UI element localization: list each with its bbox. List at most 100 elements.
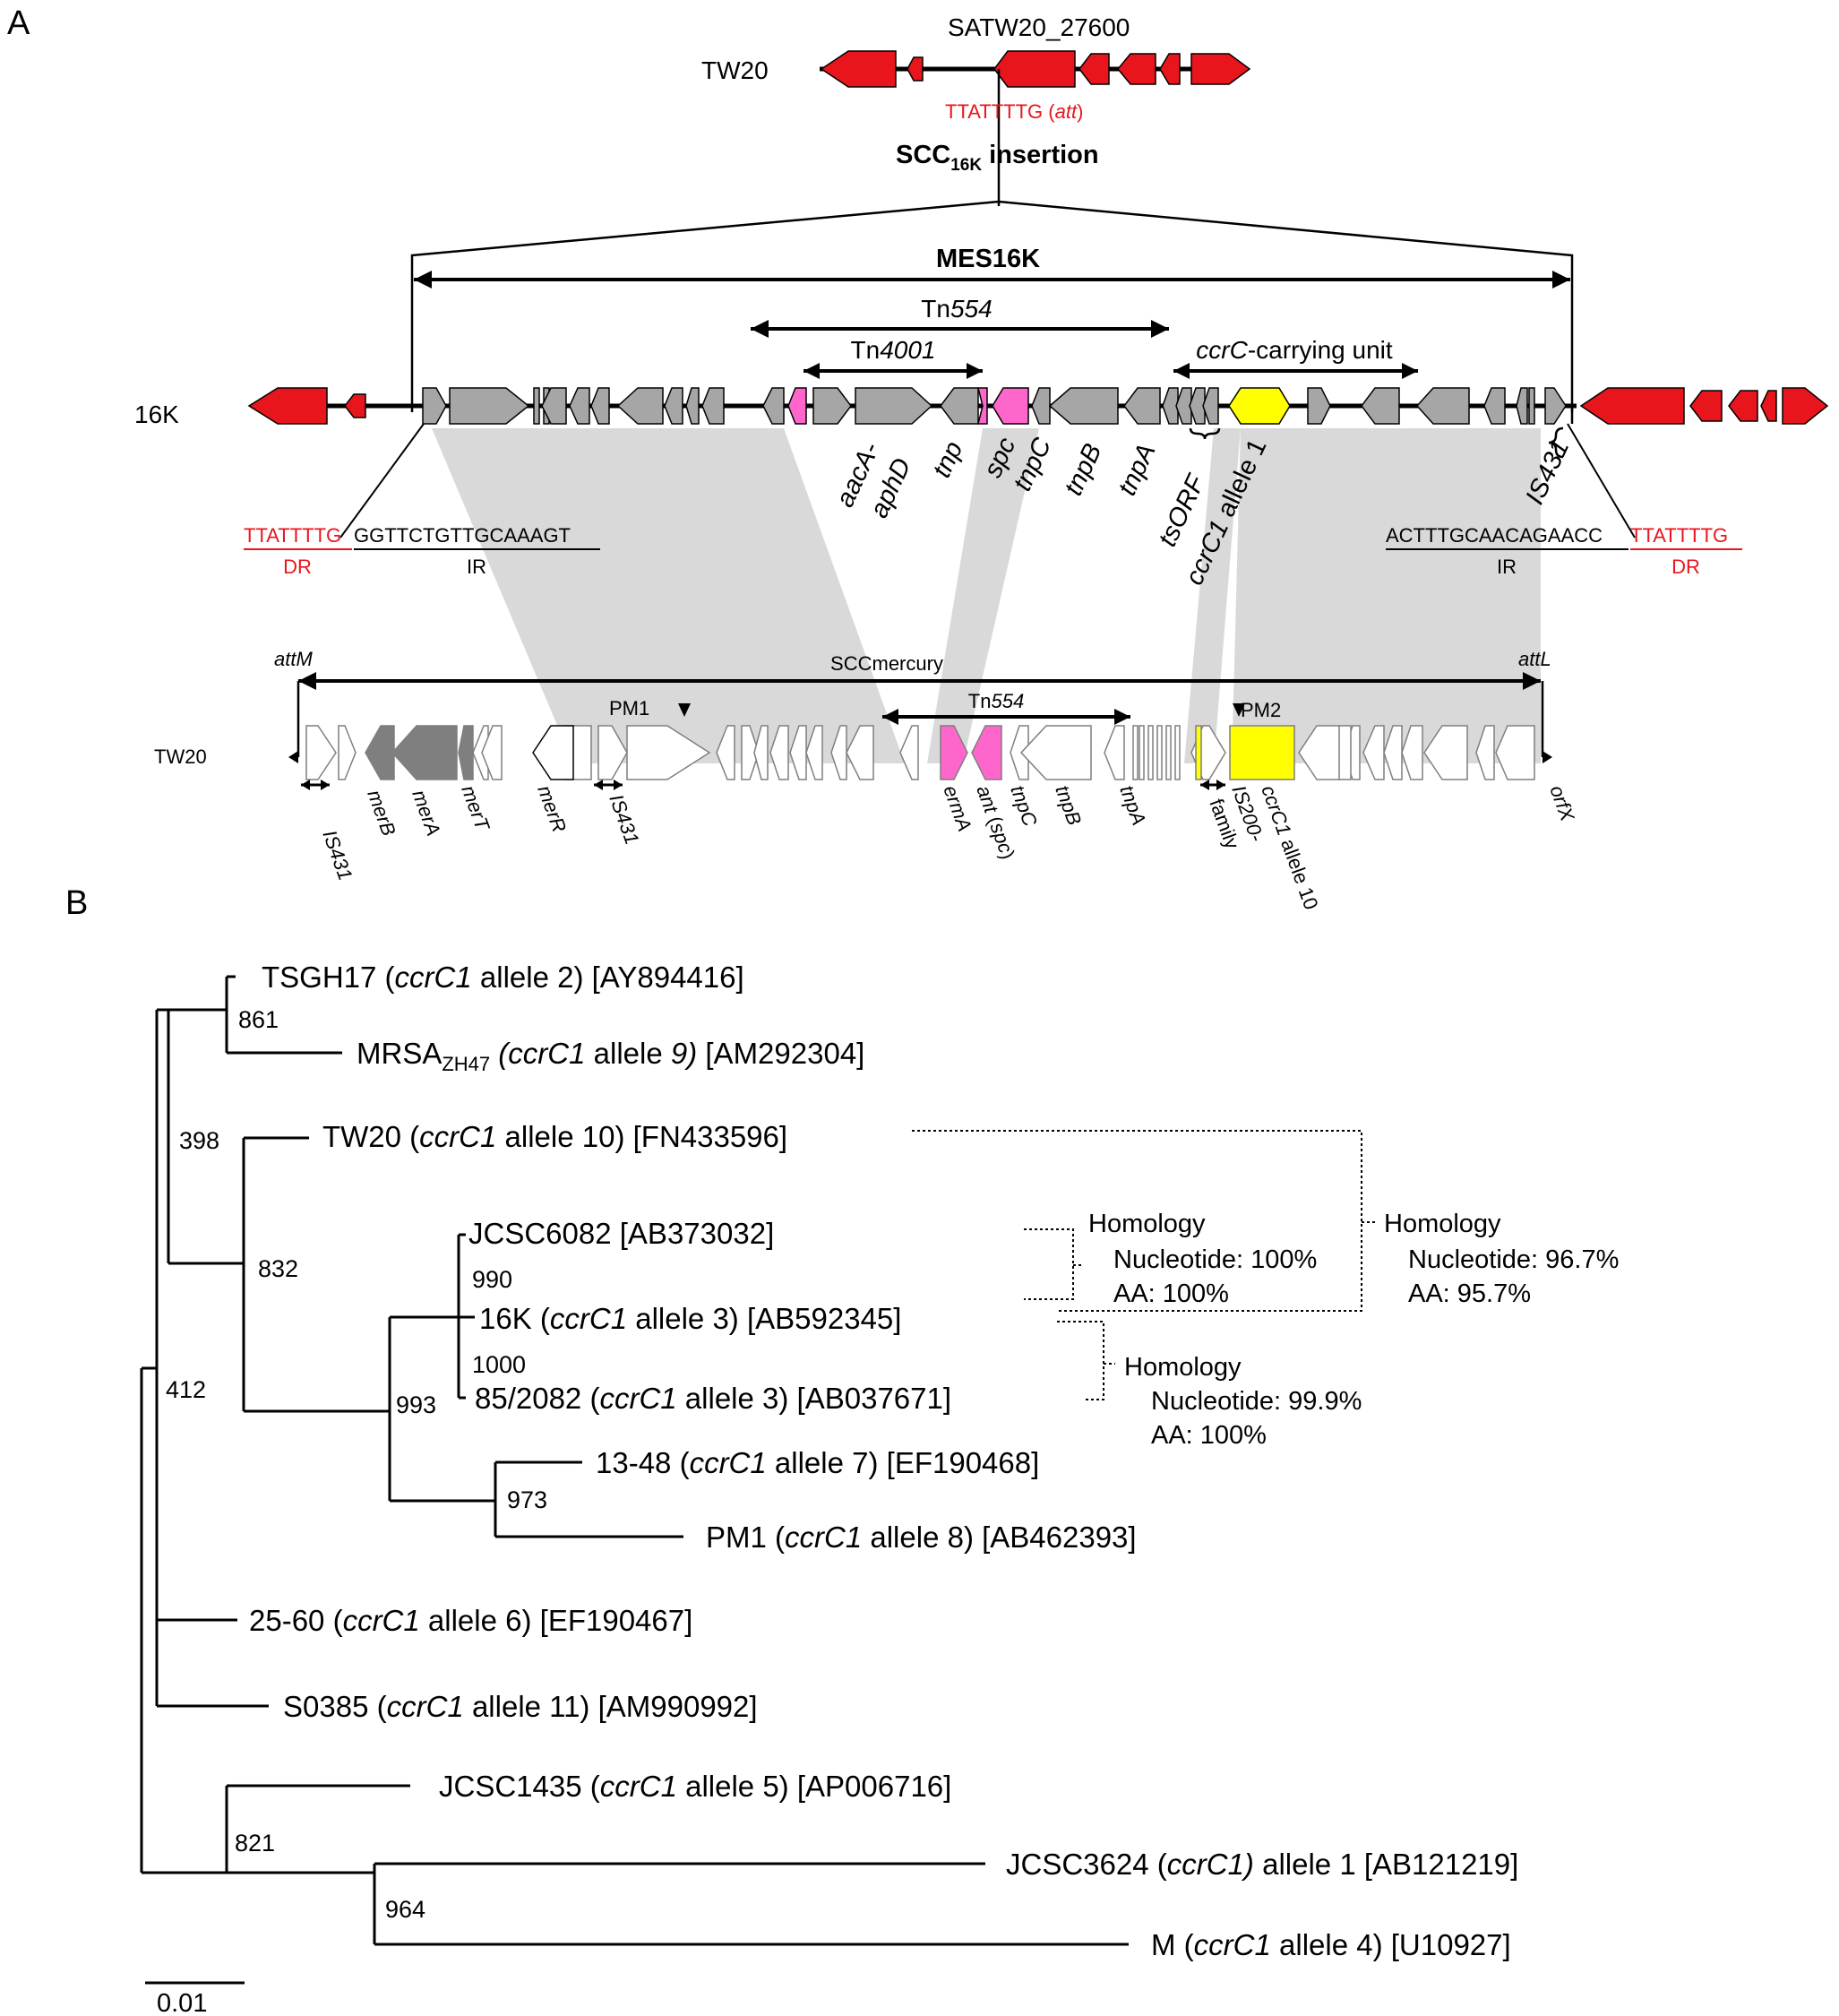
right-dr-label: DR (1671, 556, 1700, 578)
gene-erma: ermA (939, 782, 975, 834)
leaf-jcsc3624: JCSC3624 (ccrC1) allele 1 [AB121219] (1006, 1848, 1518, 1881)
gene-merr: merR (533, 782, 571, 835)
bootstrap-861: 861 (238, 1006, 279, 1033)
homology-2-title: Homology (1384, 1210, 1501, 1238)
top-tw20-track: TW20 SATW20_27600 TTATTTTG (att) SCC16K … (701, 13, 1251, 206)
tw20-bottom-label: TW20 (154, 745, 207, 768)
panel-label-a: A (7, 4, 30, 42)
bootstrap-398: 398 (179, 1127, 219, 1154)
bootstrap-964: 964 (385, 1896, 425, 1923)
leaf-jcsc6082: JCSC6082 [AB373032] (468, 1217, 774, 1250)
tw20-white-genes (305, 725, 1535, 780)
gene-ccrc1-allele10: ccrC1 allele 10 (1257, 782, 1322, 912)
bootstrap-1000: 1000 (472, 1351, 526, 1378)
scale-bar: 0.01 (145, 1981, 245, 2016)
leaf-m: M (ccrC1 allele 4) [U10927] (1151, 1928, 1511, 1961)
top-track-label: TW20 (701, 56, 769, 84)
16k-gray-genes (422, 387, 1567, 425)
tw20-mer-genes (365, 725, 474, 780)
right-dr-seq: TTATTTTG (1630, 524, 1728, 547)
leaf-85-2082: 85/2082 (ccrC1 allele 3) [AB037671] (475, 1382, 951, 1415)
left-dr-seq: TTATTTTG (244, 524, 341, 547)
top-gene-label: SATW20_27600 (948, 13, 1130, 41)
attl-label: attL (1518, 648, 1551, 670)
gene-tnpa: tnpA (1113, 439, 1161, 500)
leaf-tsgh17: TSGH17 (ccrC1 allele 2) [AY894416] (262, 961, 744, 994)
tn554-top-label: Tn554 (921, 295, 992, 323)
bootstrap-values: 861 398 832 990 1000 993 973 412 821 964 (166, 1006, 547, 1923)
gene-orfx: orfX (1545, 782, 1579, 825)
att-sequence: TTATTTTG (att) (945, 100, 1083, 123)
ccrc-unit-label: ccrC-carrying unit (1196, 336, 1393, 364)
homology-connectors (912, 1130, 1375, 1400)
tw20-ccrc1-yellow (1229, 725, 1295, 780)
tn554-top-span: Tn554 (751, 295, 1169, 338)
mes16k-span: MES16K (414, 245, 1570, 289)
tw20-bottom-track: TW20 (154, 725, 1535, 790)
right-ir-label: IR (1497, 556, 1517, 578)
tn4001-label: Tn4001 (851, 336, 936, 364)
16k-ccrc1-yellow (1228, 387, 1291, 425)
homology-3-title: Homology (1124, 1353, 1242, 1382)
top-red-genes (820, 50, 1251, 88)
homology-shading (432, 428, 1541, 763)
tw20-is200-yellow (1195, 725, 1202, 780)
tn4001-span: Tn4001 (803, 336, 983, 379)
homology-notes: Homology Nucleotide: 100% AA: 100% Homol… (1088, 1210, 1619, 1450)
sccmercury-span: SCCmercury attM attL (274, 648, 1552, 763)
leaf-16k: 16K (ccrC1 allele 3) [AB592345] (479, 1302, 901, 1335)
track-16k-label: 16K (134, 401, 179, 428)
homology-2-nt: Nucleotide: 96.7% (1408, 1245, 1619, 1274)
tree-leaves: TSGH17 (ccrC1 allele 2) [AY894416] MRSAZ… (249, 961, 1518, 1961)
bootstrap-993: 993 (396, 1391, 436, 1418)
leaf-tw20: TW20 (ccrC1 allele 10) [FN433596] (322, 1120, 787, 1153)
homology-3-nt: Nucleotide: 99.9% (1151, 1387, 1362, 1416)
brace-is431 (1548, 426, 1564, 459)
gene-mera: merA (408, 787, 444, 839)
left-junction: TTATTTTG GGTTCTGTTGCAAAGT DR IR (244, 524, 600, 578)
bootstrap-990: 990 (472, 1266, 512, 1293)
bootstrap-412: 412 (166, 1376, 206, 1403)
gene-mert: merT (457, 782, 494, 834)
scc-insertion-label: SCC16K insertion (896, 141, 1099, 175)
pm2-label: PM2 (1241, 699, 1281, 721)
gene-merb: merB (363, 787, 400, 839)
tw20-outline-genes (532, 725, 574, 780)
tw20-tn554-genes (1132, 725, 1181, 780)
sccmercury-label: SCCmercury (830, 652, 943, 675)
homology-3-aa: AA: 100% (1151, 1421, 1267, 1450)
tn554-bottom-span: Tn554 (882, 690, 1130, 725)
brace-tsorf (1189, 427, 1221, 440)
left-ir-label: IR (467, 556, 486, 578)
homology-1-aa: AA: 100% (1113, 1279, 1229, 1308)
gene-tnp: tnp (927, 437, 968, 482)
gene-tnpb-tw20: tnpB (1051, 782, 1086, 828)
ccrc-unit-span: ccrC-carrying unit (1173, 336, 1418, 379)
pm1-marker (678, 703, 691, 717)
mes16k-label: MES16K (936, 245, 1040, 273)
gene-tnpb: tnpB (1059, 439, 1107, 500)
leaf-mrsa-zh47: MRSAZH47 (ccrC1 allele 9) [AM292304] (357, 1037, 864, 1075)
bootstrap-821: 821 (235, 1830, 275, 1857)
bootstrap-832: 832 (258, 1255, 298, 1282)
gene-tnpc-tw20: tnpC (1006, 782, 1041, 829)
tw20-gene-labels: IS431 merB merA merT merR IS431 ermA ant… (318, 782, 1579, 912)
right-ir-seq: ACTTTGCAACAGAACC (1386, 524, 1603, 547)
left-junction-line (339, 423, 425, 538)
attm-label: attM (274, 648, 313, 670)
leaf-25-60: 25-60 (ccrC1 allele 6) [EF190467] (249, 1604, 692, 1637)
expansion-lines (410, 200, 1574, 412)
16k-pink-genes (787, 387, 1029, 425)
homology-1-nt: Nucleotide: 100% (1113, 1245, 1317, 1274)
right-junction: ACTTTGCAACAGAACC TTATTTTG IR DR (1386, 524, 1742, 578)
phylogenetic-tree (140, 975, 1129, 1946)
pm1-label: PM1 (609, 697, 649, 719)
gene-is431-a: IS431 (318, 827, 357, 883)
pm2-marker (1233, 703, 1245, 717)
leaf-jcsc1435: JCSC1435 (ccrC1 allele 5) [AP006716] (439, 1770, 951, 1803)
16k-red-genes-right (1579, 387, 1829, 425)
gene-tnpa-tw20: tnpA (1115, 782, 1150, 828)
tn554-bottom-label: Tn554 (968, 690, 1024, 712)
